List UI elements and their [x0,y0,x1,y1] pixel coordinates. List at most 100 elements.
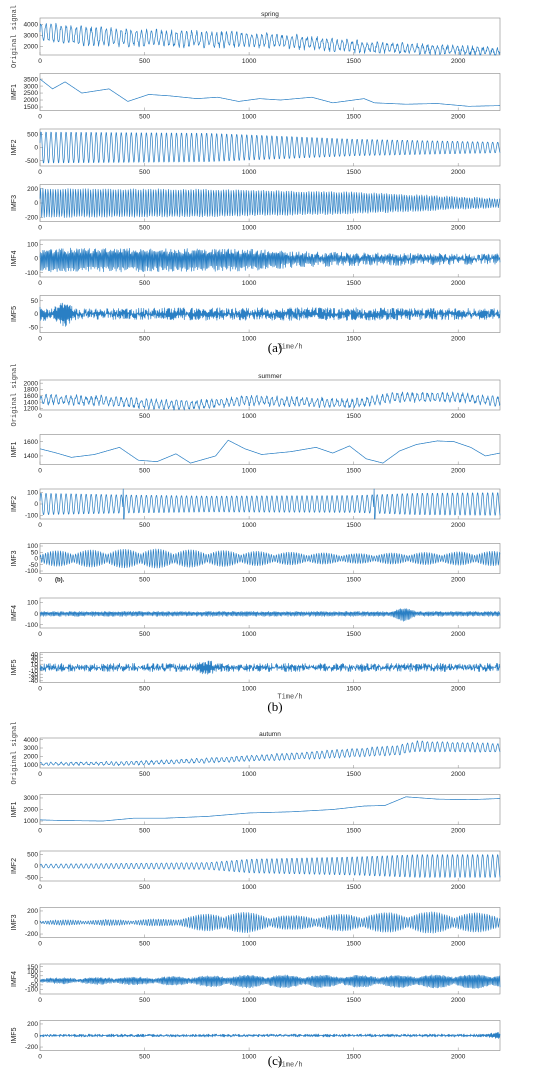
x-tick-label: 0 [38,828,42,835]
chart-title: summer [258,373,282,380]
y-axis-label: Original signal [11,5,19,68]
y-tick-label: 0 [34,200,38,207]
x-tick-label: 2000 [451,336,466,343]
x-tick-label: 0 [38,169,42,176]
x-tick-label: 2000 [451,169,466,176]
y-tick-label: 0 [34,256,38,263]
x-tick-label: 500 [139,1054,150,1061]
x-tick-label: 1000 [242,336,257,343]
x-tick-label: 1000 [242,225,257,232]
x-tick-label: 500 [139,58,150,65]
plot-frame [39,73,501,111]
x-tick-label: 1500 [346,997,361,1004]
x-tick-label: 1500 [346,114,361,121]
y-axis-label: Original signal [11,721,19,784]
x-tick-label: 500 [139,225,150,232]
x-tick-label: 1500 [346,631,361,638]
x-tick-label: 1000 [242,631,257,638]
y-tick-label: 0 [34,978,38,985]
x-tick-label: 0 [38,1054,42,1061]
x-tick-label: 500 [139,884,150,891]
y-tick-label: 0 [34,556,38,563]
x-axis-label: Time/h [277,1062,302,1070]
y-tick-label: 500 [27,852,38,859]
x-tick-label: 500 [139,828,150,835]
x-tick-label: 2000 [451,631,466,638]
x-tick-label: 1000 [242,941,257,948]
y-tick-label: 3000 [24,83,39,90]
y-tick-label: 0 [34,611,38,618]
x-tick-label: 1000 [242,828,257,835]
y-tick-label: -40 [29,678,39,685]
y-tick-label: 2000 [24,43,39,50]
series-line [39,740,501,767]
x-axis-label: Time/h [277,694,302,702]
y-tick-label: 2500 [24,90,39,97]
annotation-label: (b). [55,578,65,584]
x-tick-label: 1000 [242,58,257,65]
y-axis-label: IMF4 [11,250,18,266]
figure-caption: (c) [268,1053,282,1068]
x-tick-label: 2000 [451,522,466,529]
x-tick-label: 500 [139,771,150,778]
y-tick-label: 3500 [24,76,39,83]
x-tick-label: 0 [38,522,42,529]
series-line [39,439,501,464]
y-axis-label: IMF4 [11,605,18,621]
series-line [39,131,501,164]
y-tick-label: 1000 [24,762,39,769]
x-tick-label: 500 [139,413,150,420]
x-tick-label: 2000 [451,225,466,232]
x-tick-label: 1500 [346,828,361,835]
y-tick-label: 100 [27,600,38,607]
x-tick-label: 2000 [451,468,466,475]
y-tick-label: 30 [31,655,39,662]
y-tick-label: -200 [25,214,38,221]
y-tick-label: -30 [29,675,39,682]
series-line [39,22,501,56]
y-tick-label: 40 [31,651,39,658]
x-tick-label: 500 [139,522,150,529]
x-tick-label: 0 [38,58,42,65]
chart-title: autumn [259,731,281,738]
y-axis-label: IMF3 [11,550,18,566]
x-tick-label: 500 [139,336,150,343]
x-tick-label: 1500 [346,225,361,232]
y-tick-label: 2000 [24,754,39,761]
y-tick-label: -100 [25,987,38,994]
y-tick-label: 50 [31,973,39,980]
x-tick-label: 1000 [242,997,257,1004]
plot-frame [39,379,501,411]
y-tick-label: 10 [31,661,39,668]
figure-caption: (a) [268,340,282,355]
x-tick-label: 500 [139,686,150,693]
x-tick-label: 1000 [242,1054,257,1061]
y-tick-label: 2000 [24,97,39,104]
x-tick-label: 500 [139,169,150,176]
x-tick-label: 1000 [242,577,257,584]
x-tick-label: 1000 [242,884,257,891]
x-tick-label: 1500 [346,1054,361,1061]
series-line [39,391,501,411]
series-line [39,911,501,934]
x-tick-label: 1000 [242,686,257,693]
panel-imf1: 1000 2000 3000 0 500 1000 1500 2000 IMF1 [11,794,501,835]
plot-frame [39,737,501,769]
series-line [39,247,501,273]
y-tick-label: 0 [34,311,38,318]
y-tick-label: -50 [29,562,39,569]
x-tick-label: 2000 [451,941,466,948]
y-tick-label: 200 [27,186,38,193]
x-tick-label: 2000 [451,686,466,693]
x-tick-label: 500 [139,280,150,287]
y-tick-label: 2000 [24,807,39,814]
